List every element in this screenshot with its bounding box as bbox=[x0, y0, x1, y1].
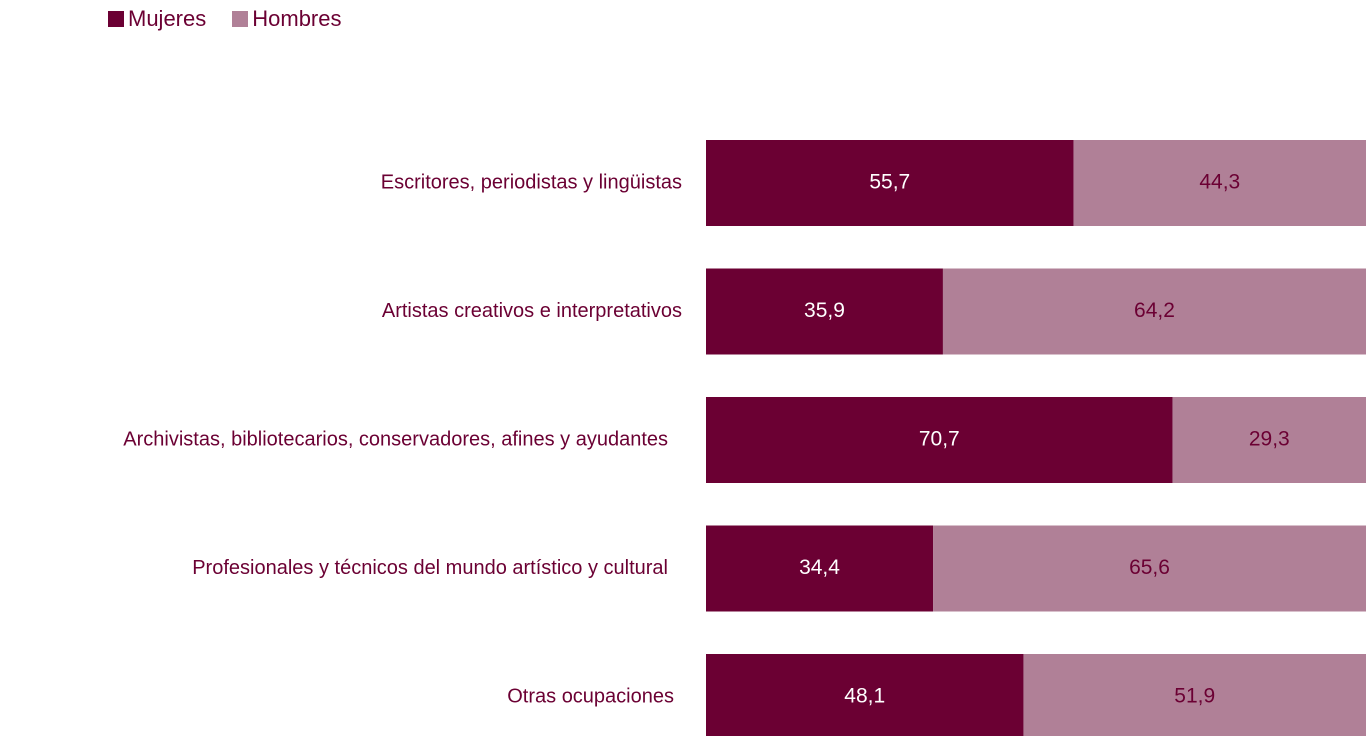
category-label: Otras ocupaciones bbox=[507, 685, 674, 707]
legend-label-mujeres: Mujeres bbox=[128, 6, 207, 31]
bar-mujeres-row-4 bbox=[706, 525, 934, 612]
bar-mujeres-row-5 bbox=[706, 654, 1024, 736]
value-label-mujeres-row-1: 55,7 bbox=[869, 171, 910, 194]
value-label-mujeres-row-2: 35,9 bbox=[804, 299, 845, 322]
value-label-hombres-row-1: 44,3 bbox=[1199, 171, 1240, 194]
value-label-hombres-row-2: 64,2 bbox=[1134, 299, 1175, 322]
bar-mujeres-row-3 bbox=[706, 397, 1173, 483]
category-label: Profesionales y técnicos del mundo artís… bbox=[192, 557, 668, 579]
legend-swatch-mujeres bbox=[108, 11, 124, 27]
bar-mujeres-row-1 bbox=[706, 140, 1074, 226]
value-label-mujeres-row-4: 34,4 bbox=[799, 556, 840, 579]
value-label-hombres-row-5: 51,9 bbox=[1174, 685, 1215, 708]
bar-hombres-row-5 bbox=[1023, 654, 1366, 736]
legend-item-hombres: Hombres bbox=[232, 6, 342, 32]
category-label: Escritores, periodistas y lingüistas bbox=[381, 171, 682, 193]
chart-legend: Mujeres Hombres bbox=[108, 6, 342, 32]
bar-hombres-row-1 bbox=[1073, 140, 1366, 226]
bar-hombres-row-2 bbox=[942, 268, 1366, 355]
value-label-mujeres-row-5: 48,1 bbox=[844, 685, 885, 708]
legend-label-hombres: Hombres bbox=[252, 6, 342, 31]
bar-hombres-row-4 bbox=[933, 525, 1366, 612]
legend-swatch-hombres bbox=[232, 11, 249, 27]
legend-item-mujeres: Mujeres bbox=[108, 6, 206, 32]
value-label-hombres-row-3: 29,3 bbox=[1249, 428, 1290, 451]
category-label: Archivistas, bibliotecarios, conservador… bbox=[123, 428, 668, 450]
value-label-hombres-row-4: 65,6 bbox=[1129, 556, 1170, 579]
bar-hombres-row-3 bbox=[1172, 397, 1366, 483]
category-label: Artistas creativos e interpretativos bbox=[382, 300, 682, 322]
value-label-mujeres-row-3: 70,7 bbox=[919, 428, 960, 451]
bar-mujeres-row-2 bbox=[706, 268, 943, 355]
